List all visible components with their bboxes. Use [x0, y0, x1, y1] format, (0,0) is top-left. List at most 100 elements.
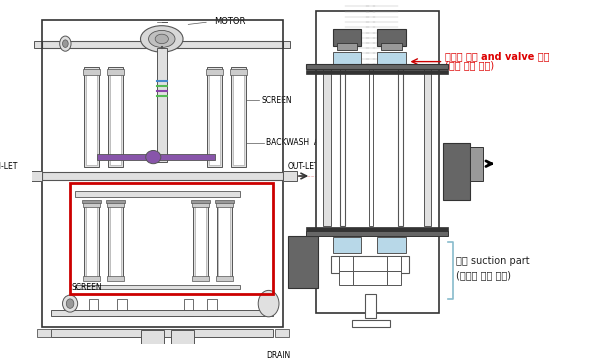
Bar: [381, 43, 402, 50]
Bar: [117, 299, 127, 316]
Text: OUT-LET: OUT-LET: [288, 162, 319, 171]
Bar: [83, 276, 100, 281]
Bar: [369, 69, 372, 226]
Bar: [378, 238, 406, 253]
Bar: [193, 201, 208, 280]
Bar: [378, 30, 406, 47]
Bar: [107, 276, 124, 281]
Bar: [106, 200, 125, 203]
Bar: [51, 329, 273, 337]
Bar: [306, 227, 448, 231]
Bar: [110, 203, 121, 278]
Bar: [75, 191, 240, 197]
Bar: [232, 69, 244, 165]
Bar: [207, 299, 217, 316]
Ellipse shape: [60, 36, 71, 51]
Bar: [333, 238, 361, 253]
Text: 하부 suction part: 하부 suction part: [455, 256, 529, 266]
Bar: [42, 172, 283, 180]
Bar: [83, 69, 100, 75]
Bar: [217, 201, 232, 280]
Bar: [339, 256, 353, 270]
Bar: [283, 41, 290, 48]
Bar: [75, 285, 240, 290]
Bar: [398, 69, 403, 226]
Bar: [218, 203, 230, 278]
Text: (일반적 필터 구조): (일반적 필터 구조): [455, 270, 511, 280]
Text: DRAIN: DRAIN: [266, 351, 290, 360]
Ellipse shape: [146, 151, 161, 164]
Bar: [195, 203, 206, 278]
Bar: [424, 69, 431, 226]
Bar: [275, 329, 289, 337]
Bar: [365, 294, 376, 318]
Bar: [107, 69, 124, 75]
Bar: [42, 41, 283, 48]
Bar: [340, 69, 345, 226]
Ellipse shape: [258, 290, 279, 317]
Bar: [323, 69, 331, 226]
Bar: [191, 200, 210, 203]
Bar: [34, 41, 42, 48]
Bar: [86, 203, 97, 278]
Ellipse shape: [66, 299, 74, 308]
Bar: [331, 256, 408, 273]
Bar: [353, 270, 387, 285]
Bar: [157, 48, 166, 162]
Bar: [183, 299, 193, 316]
Bar: [216, 203, 232, 207]
Bar: [171, 330, 194, 351]
Bar: [316, 10, 439, 313]
Bar: [141, 330, 163, 351]
Bar: [378, 52, 406, 67]
Text: SCREEN: SCREEN: [72, 283, 103, 292]
Bar: [192, 203, 209, 207]
Bar: [42, 20, 283, 327]
Bar: [51, 310, 273, 316]
Ellipse shape: [140, 26, 183, 52]
Bar: [470, 147, 483, 181]
Bar: [444, 143, 470, 200]
Text: (세첵 핵심 기능): (세첵 핵심 기능): [445, 60, 494, 70]
Text: IN-LET: IN-LET: [0, 162, 18, 171]
Bar: [283, 171, 297, 181]
Bar: [387, 270, 401, 285]
Bar: [207, 67, 222, 166]
Bar: [333, 30, 361, 47]
Bar: [206, 69, 223, 75]
Bar: [86, 69, 97, 165]
Bar: [231, 67, 246, 166]
Bar: [230, 69, 247, 75]
Bar: [387, 256, 401, 270]
Bar: [306, 65, 448, 69]
Bar: [339, 270, 353, 285]
Bar: [110, 69, 121, 165]
Bar: [209, 69, 221, 165]
Bar: [84, 201, 99, 280]
Bar: [337, 43, 358, 50]
Bar: [192, 276, 209, 281]
Text: 세첵수 유입 and valve 기능: 세첵수 유입 and valve 기능: [445, 51, 550, 61]
Bar: [216, 276, 232, 281]
Bar: [287, 235, 318, 288]
Bar: [306, 70, 448, 74]
Bar: [83, 203, 100, 207]
Bar: [37, 329, 51, 337]
Bar: [70, 183, 273, 294]
Text: MOTOR: MOTOR: [214, 17, 245, 26]
Ellipse shape: [149, 30, 175, 47]
Bar: [28, 171, 42, 181]
Bar: [97, 154, 215, 160]
Ellipse shape: [155, 34, 168, 44]
Bar: [107, 203, 124, 207]
Bar: [108, 67, 123, 166]
Bar: [333, 52, 361, 67]
Text: BACKWASH  ARM: BACKWASH ARM: [266, 138, 331, 147]
Bar: [108, 201, 123, 280]
Ellipse shape: [63, 40, 68, 47]
Bar: [83, 200, 101, 203]
Bar: [84, 67, 99, 166]
Text: SCREEN: SCREEN: [261, 96, 291, 105]
Bar: [89, 299, 99, 316]
Ellipse shape: [63, 295, 78, 312]
